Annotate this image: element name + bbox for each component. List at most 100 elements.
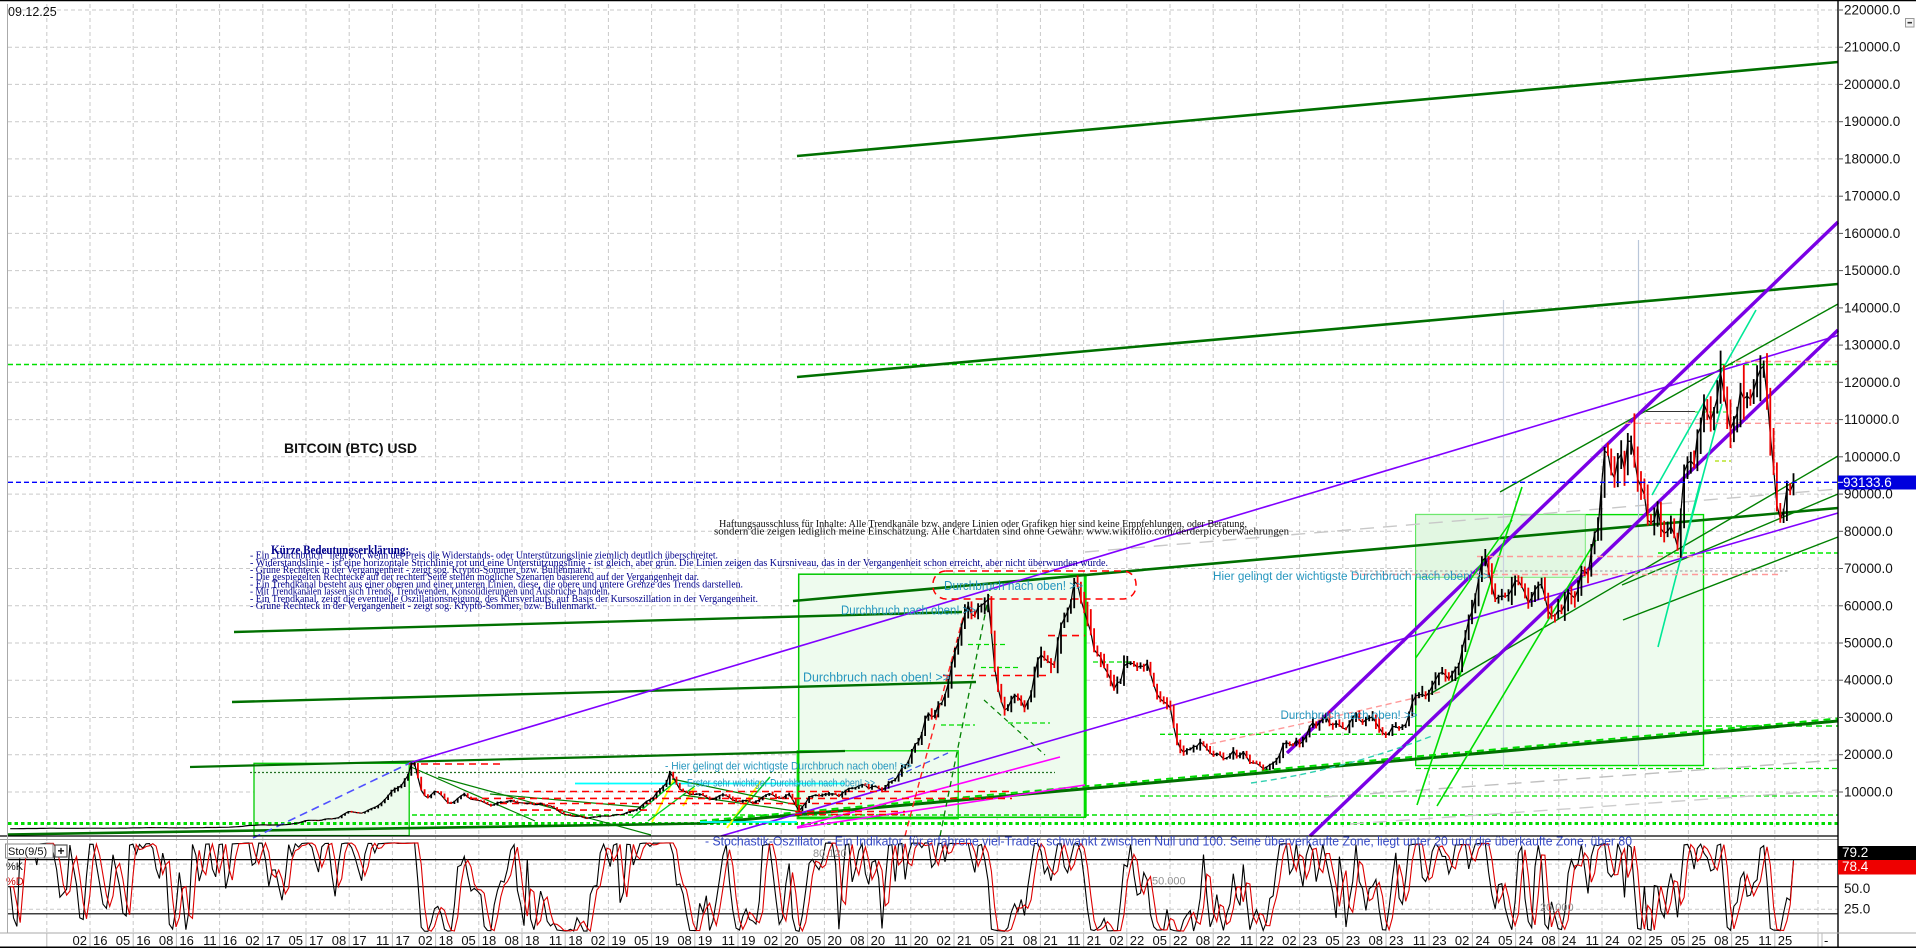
- svg-text:11: 11: [203, 933, 217, 948]
- svg-text:16: 16: [179, 933, 193, 948]
- svg-text:79.2: 79.2: [1842, 845, 1868, 860]
- svg-text:50.000: 50.000: [1152, 876, 1186, 888]
- svg-text:22: 22: [1259, 933, 1273, 948]
- svg-text:22: 22: [1130, 933, 1144, 948]
- svg-text:21: 21: [1043, 933, 1057, 948]
- svg-text:Durchbruch nach oben! >>: Durchbruch nach oben! >>: [841, 604, 976, 618]
- svg-text:Haftungsausschluss für Inhalte: Haftungsausschluss für Inhalte: Alle Tre…: [719, 518, 1247, 530]
- svg-text:30000.0: 30000.0: [1844, 710, 1893, 725]
- svg-text:78.4: 78.4: [1842, 859, 1869, 874]
- svg-text:08: 08: [1369, 933, 1383, 948]
- svg-text:11: 11: [894, 933, 908, 948]
- svg-text:05: 05: [1671, 933, 1685, 948]
- svg-text:- Hier gelingt der wichtigste: - Hier gelingt der wichtigste Durchbruch…: [665, 761, 912, 773]
- svg-text:08: 08: [332, 933, 346, 948]
- svg-text:02: 02: [1628, 933, 1642, 948]
- svg-text:05: 05: [116, 933, 130, 948]
- svg-text:50000.0: 50000.0: [1844, 636, 1893, 651]
- svg-text:sondern die zeigen lediglich m: sondern die zeigen lediglich meine Einsc…: [714, 526, 1289, 538]
- svg-text:24: 24: [1605, 933, 1619, 948]
- svg-text:- Stochastik-Oszillator - Ein: - Stochastik-Oszillator - Ein Indikator,…: [705, 835, 1632, 849]
- svg-text:17: 17: [352, 933, 366, 948]
- svg-text:- Ein Trendkanal besteht aus e: - Ein Trendkanal besteht aus einer obere…: [250, 578, 743, 590]
- svg-text:08: 08: [159, 933, 173, 948]
- svg-text:+: +: [58, 844, 65, 858]
- svg-text:02: 02: [1282, 933, 1296, 948]
- svg-text:60000.0: 60000.0: [1844, 598, 1893, 613]
- svg-text:20: 20: [784, 933, 798, 948]
- svg-text:20.000: 20.000: [1540, 902, 1574, 914]
- svg-text:19: 19: [611, 933, 625, 948]
- svg-text:190000.0: 190000.0: [1844, 114, 1900, 129]
- svg-text:140000.0: 140000.0: [1844, 300, 1900, 315]
- svg-text:100000.0: 100000.0: [1844, 449, 1900, 464]
- svg-text:- Mit Trendkanälen lassen sich: - Mit Trendkanälen lassen sich Trends, T…: [250, 586, 610, 598]
- svg-text:- Widerstandslinie - ist eine: - Widerstandslinie - ist eine horizontal…: [250, 557, 1108, 569]
- svg-text:- Grüne Rechteck in der Vergan: - Grüne Rechteck in der Vergangenheit - …: [250, 564, 593, 576]
- svg-text:24: 24: [1562, 933, 1576, 948]
- svg-text:05: 05: [807, 933, 821, 948]
- svg-text:20: 20: [827, 933, 841, 948]
- svg-text:24: 24: [1519, 933, 1533, 948]
- svg-text:05: 05: [980, 933, 994, 948]
- svg-text:210000.0: 210000.0: [1844, 40, 1900, 55]
- svg-text:11: 11: [1758, 933, 1772, 948]
- svg-text:21: 21: [1087, 933, 1101, 948]
- svg-text:150000.0: 150000.0: [1844, 263, 1900, 278]
- svg-text:%D: %D: [6, 876, 24, 888]
- svg-text:70000.0: 70000.0: [1844, 561, 1893, 576]
- svg-text:93133.6: 93133.6: [1843, 475, 1892, 490]
- svg-text:200000.0: 200000.0: [1844, 77, 1900, 92]
- svg-text:25: 25: [1735, 933, 1749, 948]
- svg-text:180000.0: 180000.0: [1844, 151, 1900, 166]
- svg-text:25: 25: [1778, 933, 1792, 948]
- svg-text:11: 11: [722, 933, 736, 948]
- svg-text:24: 24: [1475, 933, 1489, 948]
- svg-text:18: 18: [482, 933, 496, 948]
- svg-text:130000.0: 130000.0: [1844, 338, 1900, 353]
- svg-text:09.12.25: 09.12.25: [8, 5, 57, 19]
- svg-text:220000.0: 220000.0: [1844, 3, 1900, 18]
- svg-text:05: 05: [1325, 933, 1339, 948]
- svg-text:22: 22: [1216, 933, 1230, 948]
- svg-text:Sto(9/5): Sto(9/5): [8, 846, 47, 858]
- svg-text:16: 16: [93, 933, 107, 948]
- svg-text:110000.0: 110000.0: [1844, 412, 1899, 427]
- svg-text:170000.0: 170000.0: [1844, 189, 1900, 204]
- svg-text:11: 11: [1413, 933, 1427, 948]
- svg-text:23: 23: [1432, 933, 1446, 948]
- svg-text:-: -: [1824, 933, 1828, 948]
- svg-text:- Ein Trendkanal, zeigt die ev: - Ein Trendkanal, zeigt die eventuelle O…: [250, 593, 758, 605]
- svg-text:05: 05: [1498, 933, 1512, 948]
- svg-text:90000.0: 90000.0: [1844, 487, 1893, 502]
- svg-text:Kürze Bedeutungserklärung:: Kürze Bedeutungserklärung:: [271, 543, 409, 557]
- svg-text:BITCOIN (BTC) USD: BITCOIN (BTC) USD: [284, 440, 417, 456]
- svg-text:08: 08: [1541, 933, 1555, 948]
- svg-text:02: 02: [937, 933, 951, 948]
- svg-text:23: 23: [1346, 933, 1360, 948]
- svg-text:08: 08: [1196, 933, 1210, 948]
- svg-text:19: 19: [698, 933, 712, 948]
- svg-text:25.0: 25.0: [1844, 902, 1870, 917]
- svg-text:80000.0: 80000.0: [1844, 524, 1893, 539]
- svg-text:Durchbruch nach oben! >>: Durchbruch nach oben! >>: [803, 671, 950, 685]
- svg-text:02: 02: [591, 933, 605, 948]
- svg-text:11: 11: [1067, 933, 1081, 948]
- svg-text:08: 08: [1714, 933, 1728, 948]
- svg-text:11: 11: [1240, 933, 1254, 948]
- svg-text:19: 19: [741, 933, 755, 948]
- svg-text:25: 25: [1691, 933, 1705, 948]
- svg-text:18: 18: [525, 933, 539, 948]
- svg-text:17: 17: [309, 933, 323, 948]
- svg-text:Hier gelingt der wichtigste Du: Hier gelingt der wichtigste Durchbruch n…: [1213, 571, 1490, 583]
- svg-text:16: 16: [136, 933, 150, 948]
- svg-text:02: 02: [245, 933, 259, 948]
- svg-text:%K: %K: [6, 861, 24, 873]
- svg-text:08: 08: [505, 933, 519, 948]
- svg-text:120000.0: 120000.0: [1844, 375, 1900, 390]
- svg-text:23: 23: [1389, 933, 1403, 948]
- svg-text:22: 22: [1173, 933, 1187, 948]
- svg-text:160000.0: 160000.0: [1844, 226, 1900, 241]
- svg-text:20: 20: [914, 933, 928, 948]
- svg-text:23: 23: [1303, 933, 1317, 948]
